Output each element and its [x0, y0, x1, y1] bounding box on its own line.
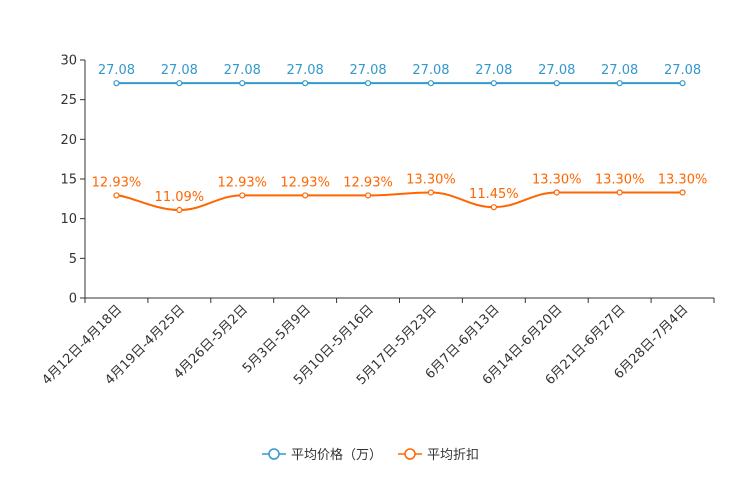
- legend-marker-icon: [404, 448, 416, 460]
- data-point: [302, 80, 309, 87]
- data-point: [679, 80, 686, 87]
- data-label: 27.08: [224, 63, 261, 78]
- data-label: 27.08: [287, 63, 324, 78]
- series-layer: 27.08 27.08 27.08 27.08 27.08 27.08 27.08 27.08…: [92, 63, 708, 214]
- series-line: [116, 191, 683, 212]
- y-axis: 0 5 10 15 20 25 30: [60, 54, 86, 307]
- data-point: [239, 192, 246, 199]
- data-label: 27.08: [664, 63, 701, 78]
- y-tick-label: 20: [60, 133, 77, 148]
- data-label: 11.09%: [155, 190, 205, 205]
- legend-marker-icon: [268, 448, 280, 460]
- data-label: 27.08: [601, 63, 638, 78]
- data-point: [427, 80, 435, 87]
- data-point: [679, 189, 686, 196]
- series-0: 27.08 27.08 27.08 27.08 27.08 27.08 27.08 27.08…: [98, 63, 701, 87]
- legend: 平均价格（万） 平均折扣: [262, 447, 479, 463]
- data-point: [113, 80, 120, 87]
- data-point: [364, 80, 372, 87]
- series-1: 12.93% 11.09% 12.93% 12.93% 12.93% 13.30% 11.4…: [92, 172, 708, 214]
- y-tick-label: 5: [69, 252, 77, 267]
- data-label: 13.30%: [532, 172, 582, 187]
- data-point: [302, 192, 309, 199]
- data-point: [490, 204, 497, 211]
- data-label: 27.08: [161, 63, 198, 78]
- data-label: 13.30%: [595, 172, 645, 187]
- legend-item-0: 平均价格（万）: [262, 447, 382, 463]
- data-label: 13.30%: [658, 172, 708, 187]
- data-label: 27.08: [98, 63, 135, 78]
- data-point: [490, 80, 497, 87]
- data-label: 12.93%: [217, 175, 267, 190]
- data-label: 12.93%: [92, 175, 142, 190]
- data-label: 12.93%: [280, 175, 330, 190]
- y-tick-label: 25: [60, 93, 77, 108]
- y-tick-label: 10: [60, 212, 77, 227]
- legend-label: 平均价格（万）: [291, 447, 382, 463]
- data-label: 27.08: [349, 63, 386, 78]
- data-label: 13.30%: [406, 172, 456, 187]
- data-point: [113, 192, 120, 199]
- data-label: 27.08: [475, 63, 512, 78]
- data-point: [616, 80, 623, 87]
- data-point: [553, 80, 560, 87]
- x-axis: 4月12日-4月18日4月19日-4月25日4月26日-5月2日5月3日-5月9…: [39, 297, 715, 388]
- data-point: [176, 206, 183, 214]
- data-point: [176, 80, 183, 87]
- data-point: [616, 189, 623, 196]
- data-label: 12.93%: [343, 175, 393, 190]
- legend-label: 平均折扣: [427, 448, 479, 463]
- data-point: [427, 189, 435, 196]
- data-point: [364, 192, 372, 199]
- data-point: [553, 189, 560, 196]
- data-label: 27.08: [538, 63, 575, 78]
- data-label: 11.45%: [469, 187, 519, 202]
- data-label: 27.08: [412, 63, 449, 78]
- y-tick-label: 30: [60, 54, 77, 69]
- y-tick-label: 0: [69, 292, 77, 307]
- legend-item-1: 平均折扣: [398, 448, 479, 463]
- data-point: [239, 80, 246, 87]
- y-tick-label: 15: [60, 173, 77, 188]
